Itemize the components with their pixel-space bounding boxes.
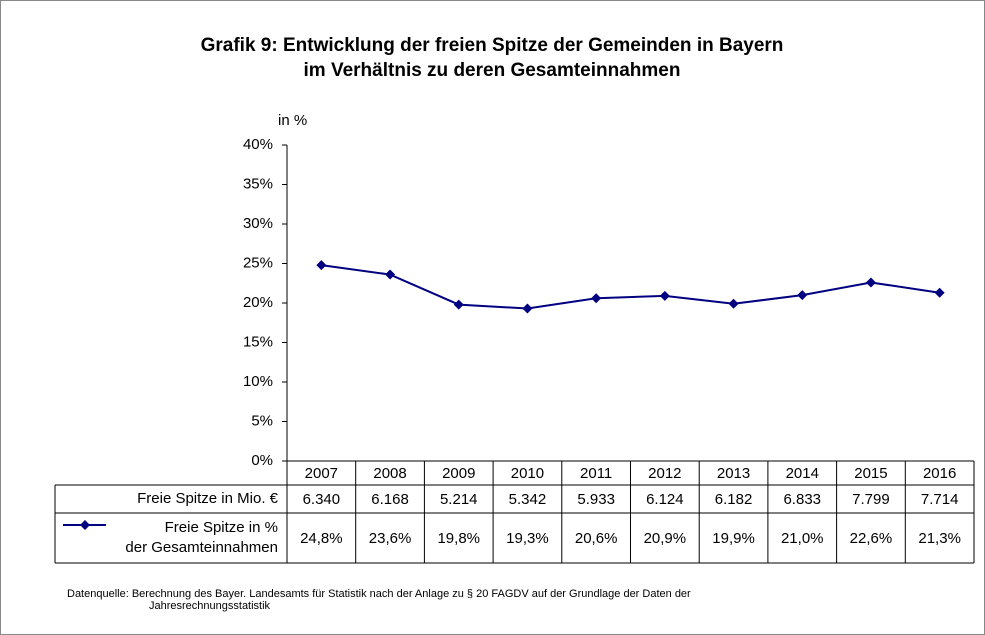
- chart-title: im Verhältnis zu deren Gesamteinnahmen: [304, 60, 681, 81]
- y-axis-label: in %: [278, 112, 307, 129]
- legend-label: Freie Spitze in % der Gesamteinnahmen: [125, 519, 278, 556]
- data-point: [591, 293, 602, 304]
- table-cell: 6.833: [783, 491, 821, 508]
- data-point: [453, 299, 464, 310]
- table-cell: 6.168: [371, 491, 409, 508]
- x-tick-label: 2014: [786, 465, 819, 482]
- x-tick-label: 2011: [580, 465, 612, 482]
- x-tick-label: 2007: [305, 465, 338, 482]
- x-tick-label: 2009: [442, 465, 475, 482]
- y-tick-label: 20%: [243, 294, 273, 311]
- table-cell: 20,6%: [575, 530, 618, 547]
- chart-title: Grafik 9: Entwicklung der freien Spitze …: [201, 35, 784, 56]
- y-tick-label: 0%: [251, 452, 273, 469]
- data-point: [522, 303, 533, 314]
- y-tick-label: 25%: [243, 254, 273, 271]
- table-cell: 19,8%: [437, 530, 480, 547]
- x-tick-label: 2010: [511, 465, 544, 482]
- table-cell: 23,6%: [369, 530, 412, 547]
- x-tick-label: 2012: [648, 465, 681, 482]
- source: Datenquelle: Berechnung des Bayer. Lande…: [67, 588, 691, 600]
- table-cell: 7.714: [921, 491, 959, 508]
- table-cell: 21,0%: [781, 530, 824, 547]
- data-line: [321, 264, 940, 310]
- y-tick-label: 5%: [251, 412, 273, 429]
- table-cell: 7.799: [852, 491, 890, 508]
- table-cell: 6.124: [646, 491, 684, 508]
- row-label: Freie Spitze in Mio. €: [137, 490, 279, 507]
- legend-marker: [80, 520, 90, 530]
- x-tick-label: 2015: [854, 465, 887, 482]
- data-point: [728, 298, 739, 309]
- source: Jahresrechnungsstatistik: [149, 600, 271, 612]
- table-cell: 21,3%: [918, 530, 961, 547]
- table-cell: 6.182: [715, 491, 753, 508]
- table-cell: 19,3%: [506, 530, 549, 547]
- data-point: [385, 269, 396, 280]
- y-tick-label: 35%: [243, 175, 273, 192]
- table-cell: 22,6%: [850, 530, 893, 547]
- table-cell: 6.340: [303, 491, 341, 508]
- y-tick-label: 15%: [243, 333, 273, 350]
- table-cell: 19,9%: [712, 530, 755, 547]
- y-tick-label: 40%: [243, 136, 273, 153]
- x-tick-label: 2013: [717, 465, 750, 482]
- table-cell: 20,9%: [644, 530, 687, 547]
- table-cell: 5.933: [577, 491, 615, 508]
- table-cell: 5.214: [440, 491, 478, 508]
- data-point: [659, 290, 670, 301]
- data-point: [316, 260, 327, 271]
- data-point: [865, 277, 876, 288]
- x-tick-label: 2016: [923, 465, 956, 482]
- y-tick-label: 10%: [243, 373, 273, 390]
- x-tick-label: 2008: [373, 465, 406, 482]
- data-point: [797, 290, 808, 301]
- data-point: [934, 287, 945, 298]
- y-tick-label: 30%: [243, 215, 273, 232]
- table-cell: 5.342: [509, 491, 547, 508]
- table-cell: 24,8%: [300, 530, 343, 547]
